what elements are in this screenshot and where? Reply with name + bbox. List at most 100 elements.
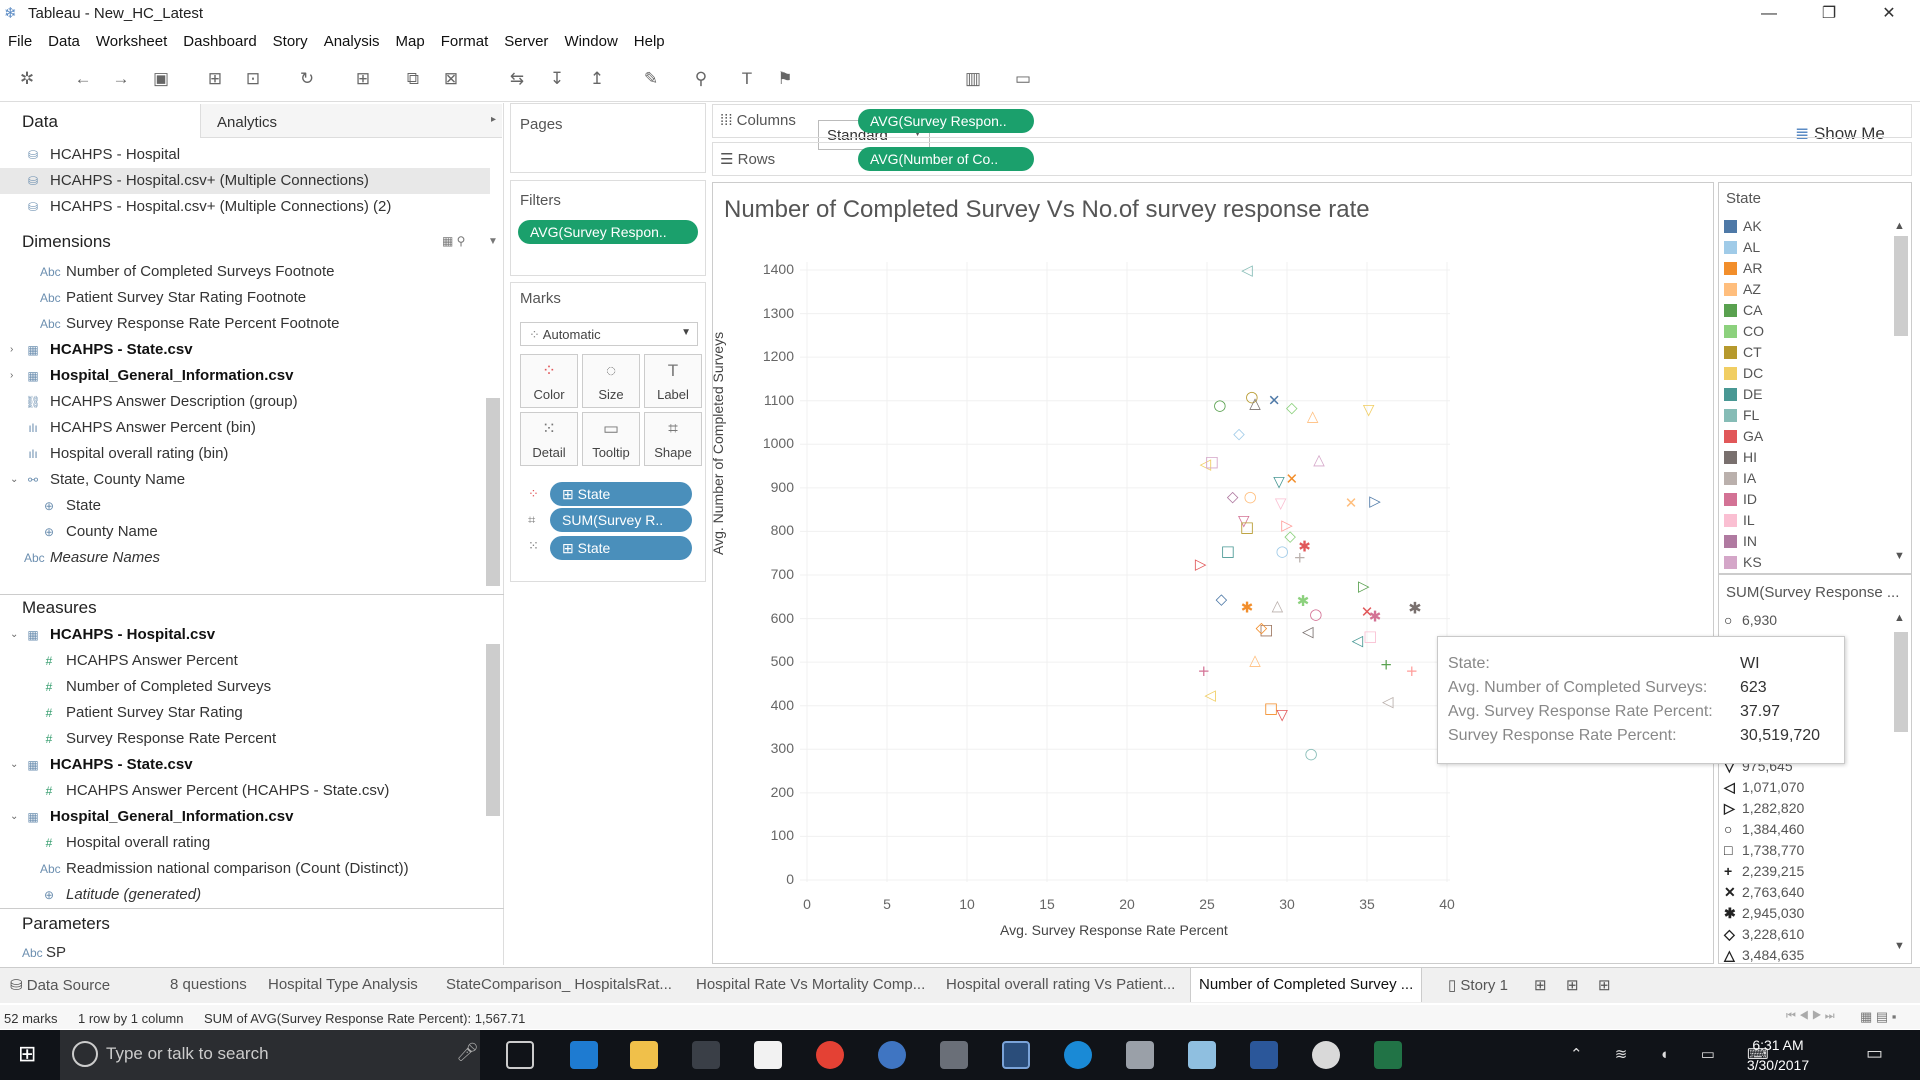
scatter-point[interactable]: ◇ (1286, 398, 1298, 416)
shape-legend-item[interactable]: ◇ 3,228,610 (1724, 924, 1804, 945)
scatter-point[interactable]: □ (1240, 518, 1254, 536)
new-worksheet-icon[interactable]: ⊞ (355, 69, 371, 88)
minimize-button[interactable]: — (1761, 5, 1777, 22)
scatter-point[interactable]: △ (1249, 394, 1261, 412)
scatter-point[interactable]: ▷ (1358, 577, 1370, 595)
color-legend-item[interactable]: AK (1724, 216, 1762, 237)
marks-shape-button[interactable]: ⌗ Shape (644, 412, 702, 466)
duplicate-sheet-icon[interactable]: ⧉ (406, 69, 420, 88)
color-legend-item[interactable]: GA (1724, 426, 1763, 447)
windows-start-icon[interactable]: ⊞ (18, 1041, 37, 1066)
dimension-menu-icon[interactable]: ▼ (488, 236, 498, 247)
filter-pill[interactable]: AVG(Survey Respon.. (518, 220, 698, 244)
database-app-icon[interactable] (1126, 1041, 1154, 1069)
presentation-mode-icon[interactable]: ▭ (1014, 69, 1032, 88)
shape-legend-item[interactable]: ○ 6,930 (1724, 610, 1777, 631)
teamviewer-icon[interactable] (1064, 1041, 1092, 1069)
scatter-point[interactable]: + (1406, 662, 1419, 680)
redo-icon[interactable]: → (112, 69, 130, 88)
scatter-point[interactable]: △ (1307, 407, 1319, 425)
field-item[interactable]: ⊕ Latitude (generated) (0, 882, 490, 908)
field-item[interactable]: Abc Survey Response Rate Percent Footnote (0, 311, 490, 337)
pause-updates-icon[interactable]: ⊡ (245, 69, 261, 88)
field-item[interactable]: ⌄ ▦ HCAHPS - Hospital.csv (0, 622, 490, 648)
scatter-point[interactable]: ○ (1245, 387, 1258, 405)
scatter-point[interactable]: ▽ (1238, 512, 1250, 530)
new-dashboard-tab-icon[interactable]: ⊞ (1566, 977, 1579, 994)
field-item[interactable]: › ▦ HCAHPS - State.csv (0, 337, 490, 363)
scatter-plot[interactable]: ◁○ ○△ ✕ ◇ △ ▽◇◁□ △▽ ✕◇ ○ ▽ ✕ ▷▽□ ▷◇□ ○ ✱+▷▷◇ ✱ △ ✱○ ✕✱ ✱□◇ ◁… (800, 262, 1450, 882)
new-data-source-icon[interactable]: ⊞ (207, 69, 223, 88)
scroll-down-icon[interactable]: ▼ (1894, 940, 1905, 952)
scatter-point[interactable]: ◇ (1256, 618, 1268, 636)
expand-chevron-icon[interactable]: › (10, 370, 14, 381)
maximize-button[interactable]: ❐ (1821, 5, 1837, 22)
color-legend-item[interactable]: DC (1724, 363, 1763, 384)
save-icon[interactable]: ▣ (152, 69, 170, 88)
parameter-sp[interactable]: Abc SP (0, 940, 66, 966)
menu-worksheet[interactable]: Worksheet (95, 33, 168, 50)
field-item[interactable]: Abc Number of Completed Surveys Footnote (0, 259, 490, 285)
scroll-down-icon[interactable]: ▼ (1894, 550, 1905, 562)
measures-scrollbar[interactable] (486, 644, 500, 816)
scatter-point[interactable]: + (1294, 549, 1307, 567)
scatter-point[interactable]: ○ (1276, 542, 1289, 560)
marks-size-button[interactable]: ◌ Size (582, 354, 640, 408)
expand-chevron-icon[interactable]: ⌄ (10, 474, 19, 485)
tab-sheet[interactable]: Hospital overall rating Vs Patient... (946, 976, 1176, 993)
field-item[interactable]: ılı HCAHPS Answer Percent (bin) (0, 415, 490, 441)
color-legend-item[interactable]: HI (1724, 447, 1757, 468)
menu-format[interactable]: Format (440, 33, 489, 50)
field-item[interactable]: ⊕ County Name (0, 519, 490, 545)
file-explorer-icon[interactable] (630, 1041, 658, 1069)
scroll-up-icon[interactable]: ▲ (1894, 612, 1905, 624)
scatter-point[interactable]: + (1198, 662, 1211, 680)
color-legend-item[interactable]: IA (1724, 468, 1756, 489)
highlight-icon[interactable]: ✎ (643, 69, 659, 88)
dimensions-scrollbar[interactable] (486, 398, 500, 586)
field-item[interactable]: # Number of Completed Surveys (0, 674, 490, 700)
scatter-point[interactable]: ▽ (1363, 400, 1375, 418)
scatter-point[interactable]: ▽ (1276, 705, 1288, 723)
scatter-point[interactable]: ✱ (1298, 538, 1311, 556)
filters-shelf[interactable] (510, 180, 706, 276)
tab-data[interactable]: Data (22, 112, 58, 131)
system-tray-icons[interactable]: ⌃ ≋ ◖ ▭ ⌨ (1570, 1046, 1783, 1063)
scatter-point[interactable]: △ (1272, 597, 1284, 615)
field-item[interactable]: # Hospital overall rating (0, 830, 490, 856)
shape-legend-item[interactable]: +2,239,215 (1724, 861, 1804, 882)
color-legend-item[interactable]: AR (1724, 258, 1762, 279)
color-legend-item[interactable]: CT (1724, 342, 1762, 363)
scatter-point[interactable]: ◇ (1284, 527, 1296, 545)
shape-legend-scrollbar[interactable] (1894, 632, 1908, 732)
scatter-point[interactable]: ◇ (1227, 488, 1239, 506)
scatter-point[interactable]: ▽ (1273, 472, 1285, 490)
field-item[interactable]: Abc Readmission national comparison (Coun… (0, 856, 490, 882)
field-item[interactable]: Abc Measure Names (0, 545, 490, 571)
color-legend-item[interactable]: FL (1724, 405, 1759, 426)
scatter-point[interactable]: □ (1264, 699, 1278, 717)
scatter-point[interactable]: ✕ (1286, 470, 1299, 488)
scatter-point[interactable]: ▷ (1369, 492, 1381, 510)
scatter-point[interactable]: ◇ (1233, 424, 1245, 442)
undo-icon[interactable]: ← (74, 69, 92, 88)
microphone-icon[interactable]: 🎤︎ (456, 1042, 479, 1062)
scatter-point[interactable]: ✱ (1297, 592, 1310, 610)
scatter-point[interactable]: ◁ (1200, 455, 1212, 473)
field-item[interactable]: # Patient Survey Star Rating (0, 700, 490, 726)
fix-axes-icon[interactable]: ⚑ (777, 69, 793, 88)
menu-map[interactable]: Map (395, 33, 425, 50)
scatter-point[interactable]: □ (1259, 620, 1273, 638)
scatter-point[interactable]: ○ (1213, 396, 1226, 414)
field-item[interactable]: # Survey Response Rate Percent (0, 726, 490, 752)
pen-app-icon[interactable] (1188, 1041, 1216, 1069)
scatter-point[interactable]: ◁ (1302, 623, 1314, 641)
tab-story[interactable]: ▯ Story 1 (1448, 976, 1508, 994)
field-item[interactable]: # HCAHPS Answer Percent (HCAHPS - State.c… (0, 778, 490, 804)
shape-legend[interactable] (1718, 574, 1912, 964)
field-item[interactable]: › ▦ Hospital_General_Information.csv (0, 363, 490, 389)
mark-pill-color[interactable]: ⊞ State (550, 482, 692, 506)
field-item[interactable]: ⌄ ⚯ State, County Name (0, 467, 490, 493)
dimension-view-icon[interactable]: ▦ ⚲ (442, 234, 466, 248)
color-legend-item[interactable]: AL (1724, 237, 1760, 258)
